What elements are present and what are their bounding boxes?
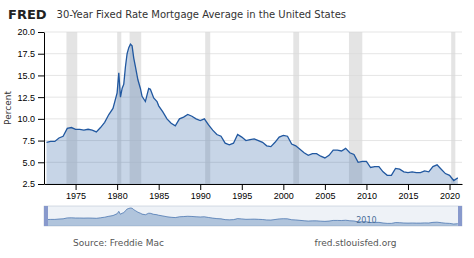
y-tick-label: 15.0 <box>17 71 35 81</box>
navigator-plot <box>46 208 457 226</box>
navigator <box>44 206 462 226</box>
area <box>46 44 457 184</box>
x-tick-label: 1985 <box>149 191 169 201</box>
x-tick: 2005 <box>315 184 335 201</box>
y-tick-mark <box>38 119 44 120</box>
x-tick: 1995 <box>232 184 252 201</box>
footer-note: fred.stlouisfed.org <box>315 238 397 248</box>
y-tick-label: 20.0 <box>17 27 35 37</box>
navigator-handle <box>458 206 462 226</box>
y-axis-line <box>44 33 45 185</box>
y-tick-label: 7.5 <box>22 136 35 146</box>
grid-line <box>44 97 462 98</box>
y-tick-label: 17.5 <box>17 49 35 59</box>
x-tick: 1985 <box>149 184 169 201</box>
y-tick-mark <box>38 97 44 98</box>
y-tick-mark <box>38 162 44 163</box>
y-tick: 20.0 <box>17 27 44 37</box>
x-tick-label: 2015 <box>398 191 418 201</box>
y-tick-label: 2.5 <box>22 179 35 189</box>
y-tick-mark <box>38 75 44 76</box>
y-tick: 15.0 <box>17 71 44 81</box>
logo: FRED <box>8 7 47 22</box>
y-tick: 12.5 <box>17 93 44 103</box>
plot-area <box>46 32 457 184</box>
x-tick: 2020 <box>440 184 460 201</box>
navigator-background <box>44 206 462 226</box>
x-tick: 2015 <box>398 184 418 201</box>
navigator-label: 2010 <box>356 216 376 225</box>
grid-line <box>44 53 462 54</box>
x-axis: 1975 1980 1985 1990 1995 2000 2005 2010 2015 2020 <box>45 184 463 201</box>
title: 30-Year Fixed Rate Mortgage Average in t… <box>57 9 346 20</box>
chart: 2.5 5.0 7.5 10.0 12.5 15.0 17.5 20.0 1975 1980 198… <box>0 0 474 258</box>
navigator-line <box>46 208 457 224</box>
x-tick-mark <box>366 184 367 190</box>
x-tick-label: 2000 <box>274 191 294 201</box>
y-tick-label: 5.0 <box>22 158 35 168</box>
y-axis-title: Percent <box>3 91 13 125</box>
y-tick-mark <box>38 141 44 142</box>
x-tick: 2000 <box>274 184 294 201</box>
grid <box>44 32 462 184</box>
line <box>46 44 457 180</box>
x-tick-label: 1995 <box>232 191 252 201</box>
y-tick-mark <box>38 54 44 55</box>
y-tick-label: 10.0 <box>17 114 35 124</box>
x-tick-label: 1980 <box>108 191 128 201</box>
x-tick-label: 2010 <box>357 191 377 201</box>
x-tick-mark <box>200 184 201 190</box>
y-tick: 2.5 <box>22 179 44 189</box>
grid-line <box>44 75 462 76</box>
x-tick-mark <box>408 184 409 190</box>
x-tick-label: 1975 <box>66 191 86 201</box>
y-tick: 10.0 <box>17 114 44 124</box>
x-tick-mark <box>76 184 77 190</box>
navigator-handle <box>44 206 48 226</box>
x-tick-mark <box>450 184 451 190</box>
x-tick-mark <box>325 184 326 190</box>
x-tick-label: 2005 <box>315 191 335 201</box>
y-axis: 2.5 5.0 7.5 10.0 12.5 15.0 17.5 20.0 <box>17 27 44 189</box>
y-tick: 7.5 <box>22 136 44 146</box>
navigator-area <box>46 208 457 226</box>
x-tick-mark <box>117 184 118 190</box>
x-tick: 1990 <box>191 184 211 201</box>
y-tick-mark <box>38 32 44 33</box>
x-tick-mark <box>159 184 160 190</box>
x-tick-mark <box>242 184 243 190</box>
x-tick: 2010 <box>357 184 377 201</box>
grid-line <box>44 32 462 33</box>
x-tick-label: 2020 <box>440 191 460 201</box>
recession <box>451 32 455 184</box>
y-tick-label: 12.5 <box>17 93 35 103</box>
x-tick: 1980 <box>108 184 128 201</box>
x-tick: 1975 <box>66 184 86 201</box>
x-axis-line <box>45 184 463 185</box>
y-tick: 17.5 <box>17 49 44 59</box>
y-tick: 5.0 <box>22 158 44 168</box>
y-tick-mark <box>38 184 44 185</box>
x-tick-mark <box>283 184 284 190</box>
footer-note: Source: Freddie Mac <box>73 238 164 248</box>
x-tick-label: 1990 <box>191 191 211 201</box>
